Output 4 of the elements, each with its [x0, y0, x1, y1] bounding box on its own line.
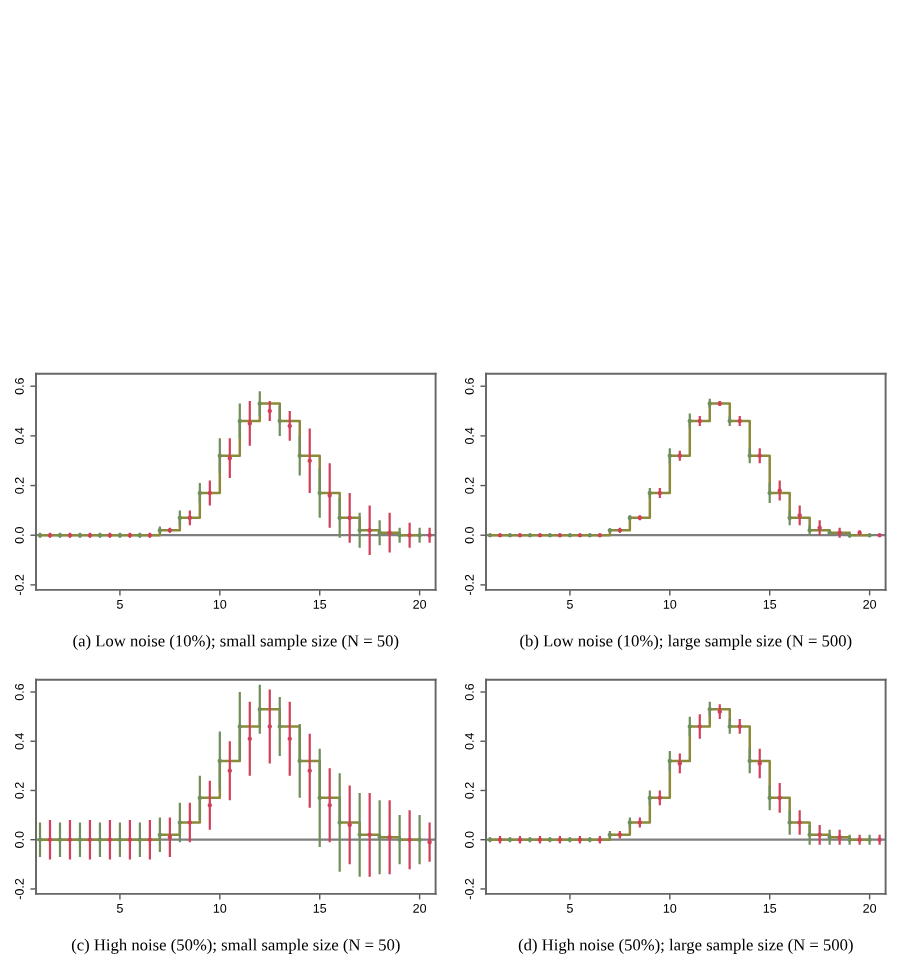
- text: (c) High noise (50%); small sample size (N = 50): [71, 938, 400, 954]
- text: (b) Low noise (10%); large sample size (N = 500): [520, 634, 852, 650]
- text: (a) Low noise (10%); small sample size (N = 50): [73, 634, 399, 650]
- text: (d) High noise (50%); large sample size (N = 500): [518, 938, 853, 954]
